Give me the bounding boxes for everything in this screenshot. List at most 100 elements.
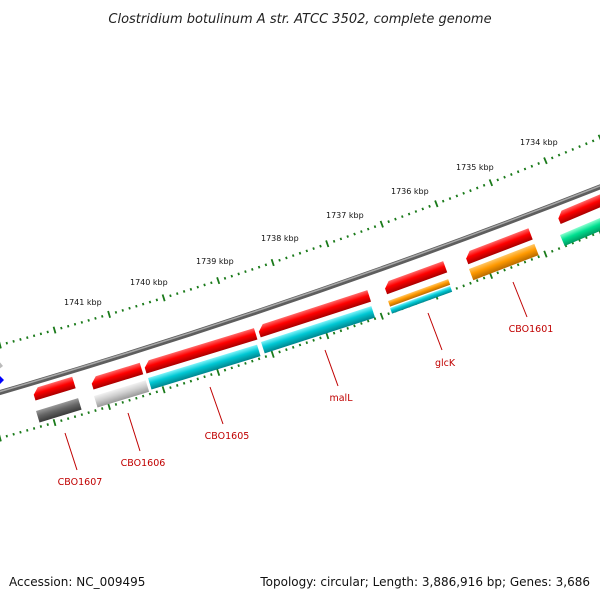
gene-label[interactable]: glcK xyxy=(435,358,456,369)
scale-label: 1737 kbp xyxy=(326,211,364,220)
feature-green[interactable] xyxy=(560,211,600,247)
accession-text: Accession: NC_009495 xyxy=(9,575,145,589)
scale-tick xyxy=(455,194,459,198)
scale-tick xyxy=(128,398,131,402)
feature-gray-edge xyxy=(0,362,3,369)
cds-arrow-red[interactable] xyxy=(464,228,533,265)
scale-tick xyxy=(114,310,118,314)
scale-tick xyxy=(353,324,356,328)
scale-tick xyxy=(550,249,554,253)
cds-arrow-red[interactable] xyxy=(556,189,600,225)
category-features xyxy=(36,211,600,423)
gene-label[interactable]: CBO1606 xyxy=(121,458,166,469)
scale-tick xyxy=(161,294,166,302)
scale-tick xyxy=(223,276,227,280)
scale-tick xyxy=(557,153,561,157)
scale-tick xyxy=(5,341,8,345)
scale-tick xyxy=(475,279,479,283)
feature-blue-arrow[interactable] xyxy=(0,374,4,386)
scale-tick xyxy=(60,419,63,423)
feature-orange[interactable] xyxy=(469,243,539,281)
scale-tick xyxy=(298,251,302,255)
scale-tick xyxy=(503,175,506,179)
scale-label: 1739 kbp xyxy=(196,257,234,266)
leader-line xyxy=(209,386,224,425)
scale-label: 1735 kbp xyxy=(456,163,494,172)
scale-tick xyxy=(530,164,534,168)
scale-tick xyxy=(216,368,221,376)
scale-label: 1736 kbp xyxy=(391,187,429,196)
scale-tick xyxy=(366,227,370,231)
scale-tick xyxy=(189,287,193,291)
gene-label[interactable]: malL xyxy=(329,393,353,404)
feature-orange[interactable] xyxy=(388,279,451,307)
scale-tick xyxy=(237,272,240,276)
scale-tick xyxy=(135,304,138,308)
scale-tick xyxy=(237,364,240,368)
scale-tick xyxy=(121,400,124,404)
scale-tick xyxy=(257,265,261,269)
feature-cyan[interactable] xyxy=(390,286,453,314)
scale-tick xyxy=(379,220,384,228)
cds-arrow-red[interactable] xyxy=(32,376,76,401)
scale-tick xyxy=(135,396,138,400)
scale-tick xyxy=(210,373,213,376)
scale-tick xyxy=(394,217,397,221)
feature-silver[interactable] xyxy=(94,380,150,408)
scale-tick xyxy=(73,415,77,419)
gene-label[interactable]: CBO1601 xyxy=(509,324,554,335)
scale-tick xyxy=(291,254,295,258)
scale-tick xyxy=(496,178,500,182)
scale-tick xyxy=(319,244,322,248)
scale-tick xyxy=(360,322,363,325)
feature-gray[interactable] xyxy=(36,398,82,423)
scale-tick xyxy=(244,270,247,274)
scale-tick xyxy=(46,330,49,334)
leader-line xyxy=(324,349,339,387)
scale-tick xyxy=(441,199,445,203)
scale-tick xyxy=(421,207,425,211)
scale-tick xyxy=(298,343,302,347)
scale-label: 1740 kbp xyxy=(130,278,168,287)
scale-tick xyxy=(101,314,104,318)
scale-tick xyxy=(19,338,22,341)
scale-tick xyxy=(503,268,506,272)
scale-tick xyxy=(270,350,275,358)
scale-tick xyxy=(339,237,343,241)
map-title: Clostridium botulinum A str. ATCC 3502, … xyxy=(108,12,491,27)
scale-tick xyxy=(312,247,315,250)
gene-label[interactable]: CBO1605 xyxy=(205,431,250,442)
scale-tick xyxy=(537,255,540,259)
scale-tick xyxy=(121,308,124,312)
leader-line xyxy=(427,312,443,351)
cds-arrow-red[interactable] xyxy=(257,290,372,338)
scale-tick xyxy=(285,256,288,260)
feature-cyan[interactable] xyxy=(148,344,261,390)
scale-labels: 1741 kbp 1740 kbp 1739 kbp 1738 kbp 1737… xyxy=(64,138,558,307)
cds-arrow-red[interactable] xyxy=(383,261,448,295)
scale-label: 1734 kbp xyxy=(520,138,558,147)
scale-tick xyxy=(585,142,588,146)
genome-summary-text: Topology: circular; Length: 3,886,916 bp… xyxy=(259,575,590,589)
feature-cyan[interactable] xyxy=(261,306,376,354)
scale-tick xyxy=(366,319,370,323)
scale-tick xyxy=(407,212,411,216)
scale-tick xyxy=(12,339,15,343)
scale-tick xyxy=(373,225,377,229)
cds-arrow-red[interactable] xyxy=(90,362,144,390)
scale-tick xyxy=(80,320,84,324)
scale-tick xyxy=(339,329,343,333)
cds-arrow-red[interactable] xyxy=(143,328,258,374)
scale-tick xyxy=(523,167,527,171)
scale-tick xyxy=(516,170,520,174)
scale-tick xyxy=(488,179,494,187)
scale-tick xyxy=(26,428,29,432)
gene-label[interactable]: CBO1607 xyxy=(58,477,103,488)
scale-tick xyxy=(244,362,247,365)
scale-tick xyxy=(510,173,513,176)
scale-tick xyxy=(5,434,8,438)
scale-tick xyxy=(0,434,2,442)
genome-backbone-highlight xyxy=(0,185,600,393)
scale-tick xyxy=(291,345,295,349)
